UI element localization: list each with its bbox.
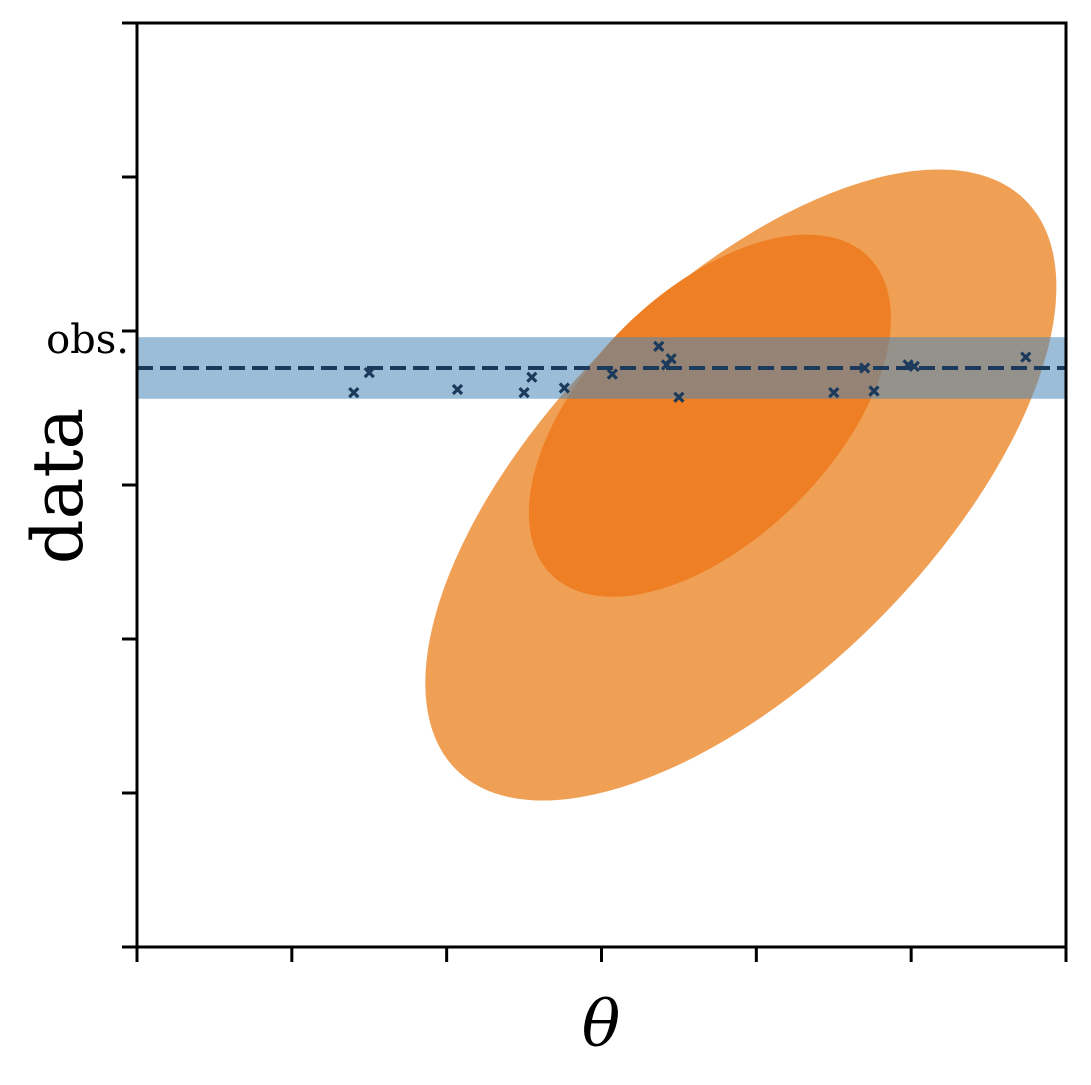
data-point — [451, 383, 464, 396]
data-point — [665, 353, 677, 365]
x-ticks — [135, 947, 1068, 962]
data-point — [1020, 351, 1032, 363]
y-axis-label: data — [17, 408, 99, 564]
observation-band-layer — [137, 337, 1066, 399]
data-point — [908, 360, 920, 373]
data-point — [868, 385, 880, 397]
y-ticks: obs. — [46, 21, 137, 949]
data-point — [348, 386, 360, 399]
data-point — [653, 340, 665, 353]
x-axis-label: θ — [582, 988, 621, 1062]
y-tick-label: obs. — [46, 317, 129, 363]
data-point — [859, 362, 871, 374]
contour-layer — [425, 169, 1057, 801]
data-point — [363, 366, 375, 379]
data-point — [526, 371, 538, 383]
data-point — [558, 382, 570, 394]
points-layer — [348, 340, 1032, 403]
data-point — [606, 368, 618, 380]
data-point — [828, 386, 840, 399]
data-point — [673, 391, 685, 403]
contour-inner — [528, 234, 891, 597]
data-point — [518, 386, 530, 399]
